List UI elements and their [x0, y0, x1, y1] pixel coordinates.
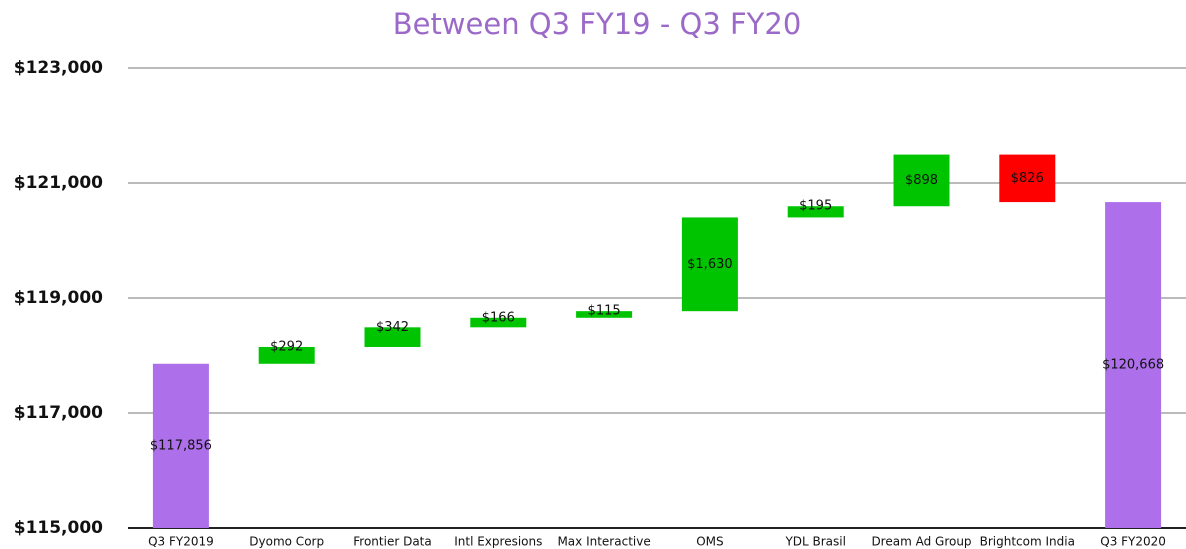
value-label: $1,630	[687, 257, 733, 272]
bar	[893, 154, 950, 207]
value-label: $115	[588, 304, 621, 319]
x-tick-label: Max Interactive	[557, 535, 650, 549]
x-tick-label: Intl Expresions	[454, 535, 542, 549]
bar	[787, 206, 844, 218]
x-tick-label: Q3 FY2020	[1100, 535, 1166, 549]
chart-title: Between Q3 FY19 - Q3 FY20	[393, 7, 802, 41]
bar	[999, 154, 1056, 203]
value-label: $292	[270, 339, 303, 354]
x-tick-label: Brightcom India	[980, 535, 1075, 549]
value-label: $342	[376, 320, 409, 335]
bar	[1105, 202, 1162, 528]
bar	[681, 217, 738, 312]
x-tick-label: Q3 FY2019	[148, 535, 214, 549]
x-tick-label: Dream Ad Group	[871, 535, 971, 549]
x-tick-label: OMS	[696, 535, 723, 549]
bar	[364, 327, 421, 347]
x-tick-label: YDL Brasil	[784, 535, 846, 549]
y-tick-label: $121,000	[14, 173, 103, 193]
y-tick-label: $123,000	[14, 58, 103, 78]
value-label: $166	[482, 310, 515, 325]
value-label: $117,856	[150, 438, 212, 453]
bar	[258, 346, 315, 364]
x-tick-label: Frontier Data	[353, 535, 431, 549]
y-tick-label: $115,000	[14, 518, 103, 538]
bar	[576, 311, 633, 318]
value-label: $826	[1011, 171, 1044, 186]
bar	[152, 363, 209, 528]
bar	[470, 317, 527, 328]
value-label: $195	[799, 199, 832, 214]
value-label: $898	[905, 173, 938, 188]
value-label: $120,668	[1102, 358, 1164, 373]
y-tick-label: $119,000	[14, 288, 103, 308]
y-tick-label: $117,000	[14, 403, 103, 423]
x-tick-label: Dyomo Corp	[249, 535, 324, 549]
